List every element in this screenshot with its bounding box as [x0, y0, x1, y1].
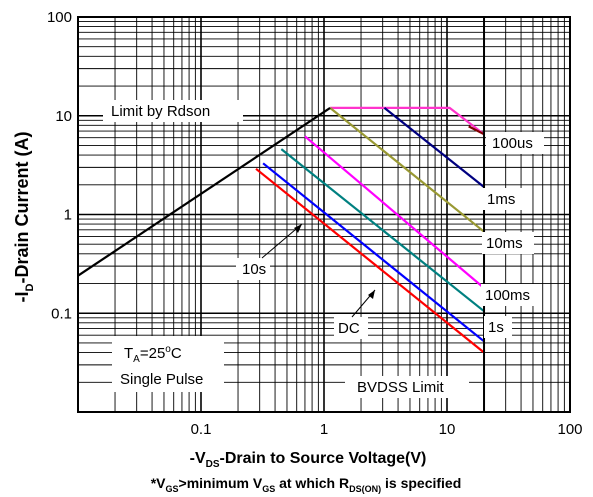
box-100us [486, 132, 544, 154]
footnote: *VGS>minimum VGS at which RDS(ON) is spe… [151, 475, 462, 494]
label-backgrounds [103, 100, 544, 398]
label-10s: 10s [242, 261, 266, 278]
box-10s [236, 258, 270, 280]
y-tick-label: 100 [47, 9, 72, 26]
plot-frame [77, 16, 571, 413]
label-pointers [261, 223, 376, 318]
series-dc [255, 167, 485, 354]
y-tick-label: 0.1 [51, 305, 72, 322]
series-lines [77, 17, 570, 413]
y-tick-label: 10 [55, 108, 72, 125]
series-10s [262, 162, 485, 343]
series-edge-segment [468, 125, 485, 136]
box-conditions [112, 336, 224, 392]
series-1ms [383, 107, 485, 188]
x-axis-title: -VDS-Drain to Source Voltage(V) [190, 450, 427, 470]
arrow-10s [294, 224, 302, 233]
series-100ms [304, 135, 485, 289]
annotation-limit-rdson: Limit by Rdson [111, 103, 210, 120]
label-1s: 1s [488, 319, 504, 336]
box-limit-rdson [103, 100, 243, 122]
box-1s [484, 316, 512, 338]
series-100us [330, 106, 485, 136]
x-tick-label: 10 [439, 421, 456, 438]
box-dc [334, 317, 368, 339]
annotation-single-pulse: Single Pulse [120, 371, 203, 388]
label-dc: DC [338, 320, 360, 337]
tick-labels: 0.1 1 10 100 0.1 1 10 100 [47, 9, 583, 438]
y-tick-label: 1 [64, 207, 72, 224]
box-100ms [481, 284, 541, 306]
label-1ms: 1ms [487, 191, 515, 208]
x-tick-label: 0.1 [191, 421, 212, 438]
annotation-bvdss: BVDSS Limit [357, 379, 445, 396]
y-axis-title: -ID-Drain Current (A) [12, 132, 36, 303]
series-limit-by-rdson [77, 106, 331, 277]
box-10ms [482, 232, 534, 254]
box-1ms [483, 188, 527, 210]
x-tick-label: 1 [320, 421, 328, 438]
label-100ms: 100ms [485, 287, 530, 304]
label-100us: 100us [492, 135, 533, 152]
label-10ms: 10ms [486, 235, 523, 252]
series-10ms [329, 107, 485, 233]
series-1s [280, 148, 485, 313]
x-tick-label: 100 [557, 421, 582, 438]
box-bvdss [345, 376, 469, 398]
arrow-dc [368, 290, 375, 299]
annotation-temperature: TA=25oC [124, 344, 182, 365]
